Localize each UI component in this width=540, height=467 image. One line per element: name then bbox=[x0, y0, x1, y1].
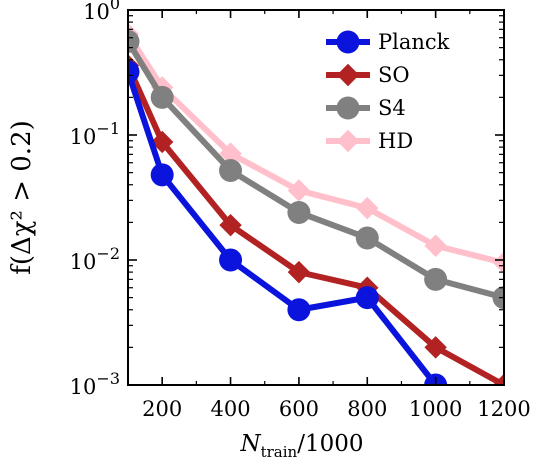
y-tick-label: 10−2 bbox=[70, 244, 120, 274]
legend-label: HD bbox=[378, 129, 413, 153]
data-point-so bbox=[424, 336, 447, 359]
data-point-so bbox=[150, 130, 174, 154]
y-tick-label: 100 bbox=[83, 0, 120, 24]
legend-marker bbox=[336, 63, 360, 87]
series-s4 bbox=[128, 29, 504, 310]
data-point-hd bbox=[356, 196, 379, 220]
x-tick-label: 400 bbox=[210, 397, 250, 421]
data-point-hd bbox=[492, 251, 504, 274]
x-tick-label: 1000 bbox=[409, 397, 462, 421]
legend-item-so: SO bbox=[326, 63, 410, 87]
x-tick-label: 600 bbox=[279, 397, 319, 421]
legend: Planck SO S4 HD bbox=[326, 30, 450, 153]
data-point-hd bbox=[287, 179, 311, 202]
data-point-s4 bbox=[355, 226, 379, 250]
series-planck bbox=[128, 60, 448, 385]
legend-marker bbox=[336, 96, 360, 120]
legend-label: SO bbox=[378, 63, 410, 87]
legend-item-s4: S4 bbox=[326, 96, 406, 120]
series-layer bbox=[128, 23, 504, 385]
legend-item-planck: Planck bbox=[326, 30, 450, 54]
legend-label: S4 bbox=[378, 96, 406, 120]
x-tick-label: 800 bbox=[347, 397, 387, 421]
data-point-s4 bbox=[424, 267, 448, 291]
plot-border bbox=[127, 9, 505, 386]
legend-marker bbox=[336, 30, 360, 54]
data-point-s4 bbox=[150, 85, 174, 109]
legend-item-hd: HD bbox=[326, 129, 413, 153]
axis-ticks bbox=[127, 9, 505, 386]
data-point-planck bbox=[355, 286, 379, 310]
y-axis-label: f(Δχ² > 0.2) bbox=[7, 120, 37, 275]
data-point-so bbox=[219, 213, 242, 237]
data-point-so bbox=[287, 260, 311, 284]
data-point-planck bbox=[287, 298, 311, 322]
series-line-so bbox=[128, 64, 504, 385]
data-point-planck bbox=[128, 60, 140, 84]
x-axis-label: Ntrain/1000 bbox=[239, 431, 363, 461]
data-point-s4 bbox=[219, 158, 243, 182]
x-tick-label: 200 bbox=[142, 397, 182, 421]
data-point-s4 bbox=[287, 200, 311, 224]
x-tick-label: 1200 bbox=[477, 397, 530, 421]
series-line-planck bbox=[128, 70, 438, 385]
data-point-so bbox=[492, 373, 504, 385]
data-point-hd bbox=[424, 234, 447, 257]
data-point-planck bbox=[219, 248, 243, 272]
legend-marker bbox=[336, 129, 360, 153]
data-point-planck bbox=[150, 163, 174, 187]
axis-labels: 200 400 600 800 1000 1200 10−3 10−2 10−1 100 Ntrai… bbox=[7, 0, 531, 461]
series-line-hd bbox=[128, 32, 504, 266]
data-point-s4 bbox=[492, 286, 504, 310]
legend-label: Planck bbox=[378, 30, 450, 54]
plot-frame bbox=[127, 9, 505, 386]
y-tick-label: 10−1 bbox=[70, 119, 120, 149]
data-point-hd bbox=[219, 142, 242, 165]
y-tick-label: 10−3 bbox=[70, 369, 120, 399]
series-hd bbox=[128, 23, 504, 274]
